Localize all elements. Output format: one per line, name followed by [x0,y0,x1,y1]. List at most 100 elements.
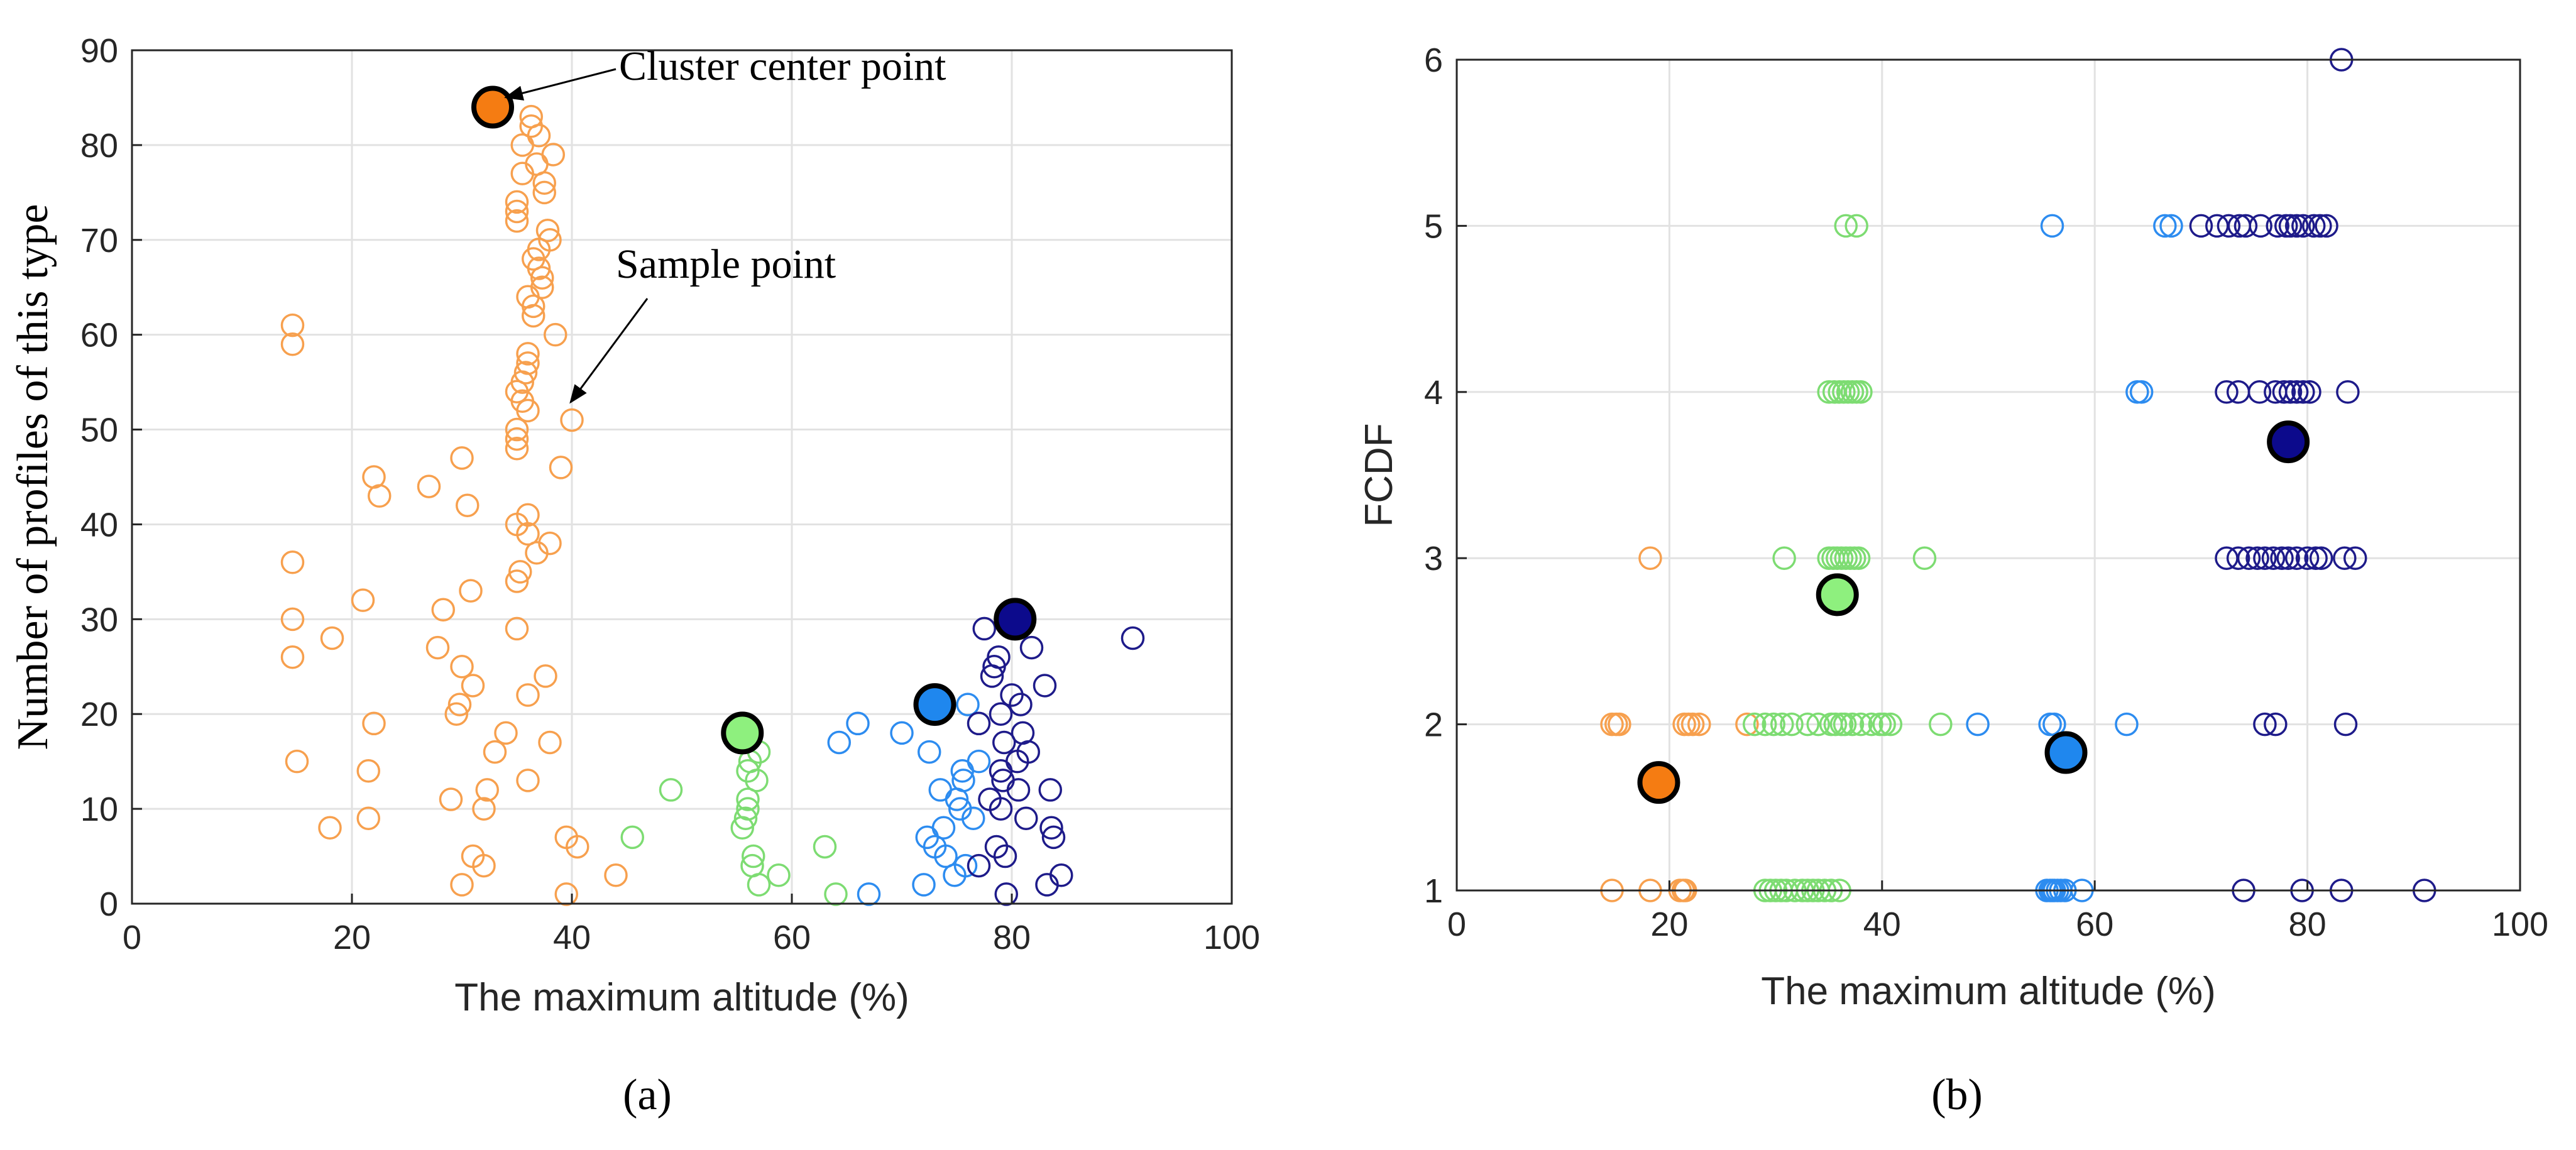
panel-a-point-cluster-blue [827,730,851,755]
panel-b-xtick-label: 80 [2289,906,2327,943]
panel-a-point-cluster-orange [519,114,543,138]
panel-a-point-cluster-orange [494,721,518,745]
panel-a-point-cluster-navy [989,797,1013,821]
panel-a-point-cluster-blue [951,769,975,792]
panel-a-point-cluster-orange [516,522,540,546]
annotation-sample-point: Sample point [616,241,836,287]
panel-b-point-cluster-green [1840,712,1865,737]
panel-a-point-cluster-orange [459,579,483,603]
panel-b-point-cluster-green [1817,380,1841,404]
panel-a-ytick-label: 90 [80,32,118,70]
panel-b-xlabel: The maximum altitude (%) [1761,970,2216,1013]
panel-b-point-cluster-green [1823,712,1848,737]
panel-a-point-cluster-orange [527,124,551,148]
panel-a-ytick-label: 30 [80,601,118,638]
panel-a-point-cluster-green [620,825,644,850]
panel-a-center-cluster-orange [471,85,514,129]
panel-b-point-cluster-green [1762,712,1785,737]
panel-b-chart: 0 20 40 60 80 100 1 2 3 4 5 6 The maximum altitude … [1357,41,2548,1119]
panel-a-point-cluster-orange [450,446,474,470]
panel-a-point-cluster-blue [962,806,985,830]
panel-a-point-cluster-blue [953,853,978,878]
panel-a-point-cluster-blue [857,882,881,906]
panel-b-point-cluster-orange [1608,712,1631,737]
panel-a-point-cluster-orange [505,569,529,593]
panel-b-point-cluster-navy [2245,546,2269,570]
panel-a-point-cluster-orange [368,484,392,508]
panel-b-point-cluster-green [1878,712,1903,737]
panel-a-point-cluster-orange [280,607,305,632]
panel-a-point-cluster-orange [534,664,557,688]
panel-b-point-cluster-navy [2276,546,2300,570]
panel-a-label: (a) [623,1071,672,1119]
panel-a-ytick-label: 50 [80,412,118,449]
panel-a-point-cluster-orange [508,560,532,584]
panel-b-center-cluster-green [1816,573,1859,616]
panel-b-center-cluster-navy [2267,420,2310,464]
panel-a-point-cluster-orange [516,398,540,423]
panel-a-point-cluster-navy [967,853,991,878]
panel-a-point-cluster-orange [538,531,562,556]
panel-a-point-cluster-orange [447,693,472,716]
panel-a-point-cluster-orange [527,256,551,280]
panel-a-xtick-label: 80 [993,919,1031,956]
panel-a-point-cluster-blue [912,873,936,897]
panel-a-point-cluster-orange [522,294,545,319]
panel-b-label: (b) [1931,1071,1983,1119]
panel-a-point-cluster-blue [931,816,956,840]
panel-b-xtick-label: 0 [1447,906,1466,943]
annotation-cluster-center-arrow [504,68,617,101]
panel-a-point-cluster-navy [1016,740,1040,764]
panel-a-point-cluster-orange [320,626,344,650]
panel-a-xtick-label: 60 [773,919,811,956]
panel-a-point-cluster-orange [483,740,507,764]
panel-a-point-cluster-orange [516,683,540,707]
panel-a-point-cluster-orange [280,313,305,337]
panel-a-point-cluster-navy [1014,806,1038,830]
panel-a-point-cluster-blue [934,844,958,868]
panel-b-point-cluster-green [1806,712,1831,737]
panel-b-point-cluster-navy [2336,380,2360,404]
panel-b-point-cluster-blue [2040,214,2064,238]
panel-a-point-cluster-orange [450,873,474,897]
panel-a-point-cluster-green [745,769,769,792]
panel-a-xlabel: The maximum altitude (%) [454,976,909,1019]
panel-a-point-cluster-orange [530,266,554,290]
panel-a-point-cluster-orange [444,702,468,726]
panel-b-point-cluster-orange [1735,712,1759,737]
panel-b-point-cluster-green [1780,712,1804,737]
panel-b-point-cluster-orange [1687,712,1711,737]
panel-a-point-cluster-blue [967,749,991,774]
panel-a-point-cluster-orange [472,853,496,878]
panel-b-point-cluster-green [1772,546,1796,570]
panel-a-point-cluster-navy [1006,778,1031,802]
panel-b-point-cluster-orange [1638,546,1662,570]
panel-a-point-cluster-orange [356,806,380,830]
panel-b-point-cluster-navy [2215,380,2239,404]
panel-a-point-cluster-orange [505,616,529,641]
panel-a-point-cluster-orange [472,797,496,821]
panel-a-point-cluster-green [747,873,771,897]
panel-b-point-cluster-navy [2343,546,2367,570]
panel-b-point-cluster-green [1844,214,1868,238]
panel-a-ytick-label: 80 [80,127,118,165]
panel-a-point-cluster-navy [992,730,1016,755]
panel-a-point-cluster-navy [1038,778,1062,802]
panel-a-ylabel: Number of profiles of this type [9,204,57,750]
panel-b-ytick-label: 1 [1424,872,1443,910]
panel-a-point-cluster-orange [532,171,556,195]
panel-b-point-cluster-navy [2333,546,2357,570]
panel-a-point-cluster-green [813,835,837,859]
panel-a-center-cluster-blue [913,683,956,726]
panel-b-point-cluster-navy [2284,380,2309,404]
panel-b-point-cluster-green [1795,712,1820,737]
panel-b-point-cluster-navy [2308,214,2332,238]
panel-a-axes-box [131,49,1233,905]
panel-a-point-cluster-blue [928,778,952,802]
panel-a-point-cluster-navy [1033,674,1057,698]
panel-a-point-cluster-orange [356,759,380,783]
panel-a-point-cluster-orange [417,474,441,498]
panel-b-ytick-label: 6 [1424,41,1443,79]
panel-b-point-cluster-green [1849,712,1873,737]
panel-b-point-cluster-navy [2302,214,2326,238]
